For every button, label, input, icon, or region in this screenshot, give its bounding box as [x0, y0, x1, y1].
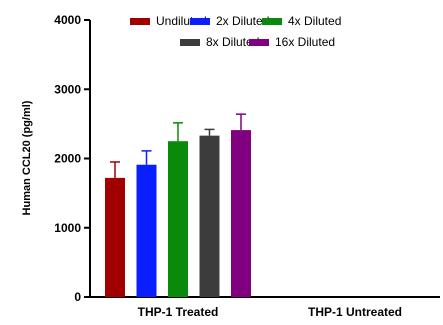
y-tick-label: 3000	[54, 82, 81, 96]
y-tick-label: 1000	[54, 221, 81, 235]
y-axis-title: Human CCL20 (pg/ml)	[21, 100, 33, 215]
legend-label: 8x Diluted	[206, 35, 259, 49]
legend-swatch	[190, 18, 210, 25]
bar	[136, 164, 157, 297]
y-tick-label: 4000	[54, 13, 81, 27]
legend-label: 2x Diluted	[216, 14, 269, 28]
y-axis: Human CCL20 (pg/ml) 0 1000 2000 3000 4000	[21, 13, 91, 304]
y-tick-label: 0	[74, 290, 81, 304]
bar	[105, 177, 125, 297]
x-axis: THP-1 Treated THP-1 Untreated	[90, 296, 440, 319]
x-tick-label: THP-1 Untreated	[308, 305, 402, 319]
bar	[199, 135, 220, 297]
legend-swatch	[262, 18, 282, 25]
legend-swatch	[249, 39, 269, 46]
legend-swatch	[130, 18, 150, 25]
x-tick-label: THP-1 Treated	[138, 305, 219, 319]
y-tick-label: 2000	[54, 152, 81, 166]
legend-swatch	[180, 39, 200, 46]
legend-label: 4x Diluted	[288, 14, 341, 28]
bar	[168, 141, 188, 297]
bars	[105, 113, 251, 297]
legend-label: 16x Diluted	[275, 35, 335, 49]
bar	[231, 130, 251, 297]
